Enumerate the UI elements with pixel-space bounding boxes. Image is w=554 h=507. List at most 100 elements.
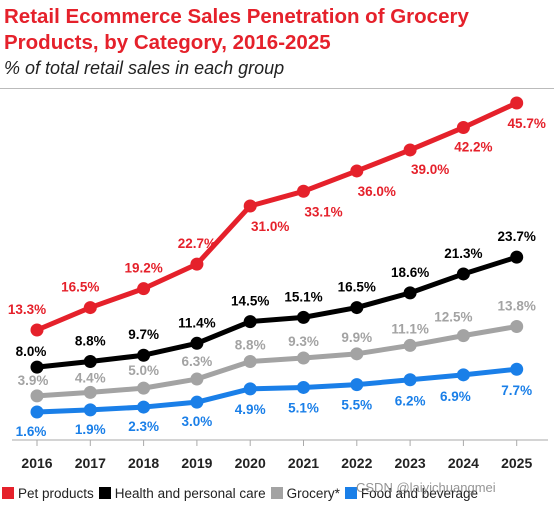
legend-swatch bbox=[270, 487, 283, 499]
data-label: 16.5% bbox=[338, 280, 376, 295]
data-label: 6.2% bbox=[395, 394, 426, 409]
data-label: 9.9% bbox=[341, 330, 372, 345]
data-point bbox=[297, 310, 310, 324]
data-point bbox=[350, 378, 364, 392]
data-label: 15.1% bbox=[284, 289, 322, 304]
data-label: 9.3% bbox=[288, 334, 319, 349]
data-point bbox=[297, 380, 310, 394]
data-point bbox=[30, 323, 44, 337]
data-label: 21.3% bbox=[444, 246, 482, 261]
data-point bbox=[190, 336, 204, 350]
chart-title: Retail Ecommerce Sales Penetration of Gr… bbox=[4, 5, 469, 54]
data-label: 6.9% bbox=[440, 389, 471, 404]
data-label: 4.9% bbox=[235, 402, 266, 417]
data-label: 13.8% bbox=[498, 298, 536, 313]
data-point bbox=[83, 385, 97, 399]
title-divider bbox=[0, 88, 554, 89]
legend-label: Food and beverage bbox=[360, 485, 479, 501]
data-point bbox=[30, 405, 44, 419]
data-point bbox=[83, 355, 97, 369]
legend-label: Health and personal care bbox=[114, 485, 266, 501]
data-label: 1.6% bbox=[16, 424, 47, 439]
data-label: 11.1% bbox=[391, 321, 429, 336]
data-point bbox=[30, 389, 44, 403]
data-point bbox=[243, 382, 257, 396]
data-label: 31.0% bbox=[251, 219, 289, 234]
data-label: 13.3% bbox=[8, 302, 46, 317]
x-tick-labels: 2016 2017 2018 2019 2020 2021 2022 2023 2024 2025 bbox=[21, 455, 532, 471]
legend-swatch bbox=[344, 487, 357, 499]
legend: Pet products Health and personal care Gr… bbox=[2, 483, 554, 503]
data-point bbox=[510, 362, 524, 376]
line-chart: 13.3% 16.5% 19.2% 22.7% 31.0% 33.1% 36.0% 39.0%… bbox=[8, 96, 548, 471]
data-point bbox=[243, 199, 257, 213]
data-point bbox=[456, 368, 470, 382]
data-label: 39.0% bbox=[411, 162, 449, 177]
x-tick-label: 2025 bbox=[501, 455, 532, 471]
data-label: 33.1% bbox=[304, 204, 342, 219]
data-label: 8.8% bbox=[75, 334, 106, 349]
data-point bbox=[137, 282, 151, 296]
data-label: 19.2% bbox=[124, 261, 162, 276]
data-point bbox=[297, 351, 310, 365]
data-label: 3.9% bbox=[18, 373, 49, 388]
data-label: 16.5% bbox=[61, 280, 99, 295]
legend-swatch bbox=[2, 487, 14, 499]
data-label: 7.7% bbox=[501, 383, 532, 398]
data-point bbox=[137, 348, 151, 362]
data-point bbox=[403, 338, 417, 352]
series-line-0 bbox=[34, 100, 520, 333]
x-axis-ticks bbox=[36, 440, 518, 446]
data-label: 45.7% bbox=[508, 116, 546, 131]
data-point bbox=[137, 381, 151, 395]
x-tick-label: 2023 bbox=[395, 455, 426, 471]
data-point bbox=[350, 301, 364, 315]
data-label: 5.5% bbox=[341, 398, 372, 413]
x-tick-label: 2024 bbox=[448, 455, 479, 471]
data-point bbox=[190, 257, 204, 271]
data-label: 6.3% bbox=[182, 354, 213, 369]
x-tick-label: 2018 bbox=[128, 455, 159, 471]
data-point bbox=[510, 319, 524, 333]
data-label: 4.4% bbox=[75, 370, 106, 385]
data-point bbox=[190, 372, 204, 386]
series-line-1 bbox=[34, 254, 520, 370]
data-point bbox=[510, 250, 524, 264]
data-point bbox=[403, 373, 417, 387]
data-label: 18.6% bbox=[391, 265, 429, 280]
data-label: 3.0% bbox=[182, 414, 213, 429]
legend-label: Pet products bbox=[18, 485, 94, 501]
data-point bbox=[510, 96, 524, 110]
data-point bbox=[243, 315, 257, 329]
x-tick-label: 2021 bbox=[288, 455, 319, 471]
data-label: 5.0% bbox=[128, 363, 159, 378]
data-label: 11.4% bbox=[178, 315, 216, 330]
series-lines bbox=[34, 100, 520, 415]
data-labels: 13.3% 16.5% 19.2% 22.7% 31.0% 33.1% 36.0% 39.0%… bbox=[8, 116, 546, 439]
data-label: 9.7% bbox=[128, 327, 159, 342]
legend-label: Grocery* bbox=[286, 485, 340, 501]
data-point bbox=[456, 121, 470, 135]
x-tick-label: 2020 bbox=[235, 455, 266, 471]
data-label: 8.0% bbox=[16, 344, 47, 359]
data-label: 8.8% bbox=[235, 338, 266, 353]
data-point bbox=[456, 267, 470, 281]
legend-swatch bbox=[98, 487, 111, 499]
legend-item-pet-products: Pet products bbox=[2, 486, 94, 501]
x-tick-label: 2022 bbox=[341, 455, 372, 471]
data-point bbox=[350, 347, 364, 361]
data-point bbox=[350, 164, 364, 178]
data-label: 23.7% bbox=[498, 229, 536, 244]
x-tick-label: 2019 bbox=[181, 455, 212, 471]
legend-item-grocery: Grocery* bbox=[270, 485, 340, 501]
x-tick-label: 2016 bbox=[21, 455, 52, 471]
data-point bbox=[83, 403, 97, 417]
series-points bbox=[30, 96, 524, 419]
data-label: 12.5% bbox=[434, 310, 472, 325]
data-point bbox=[403, 143, 417, 157]
data-point bbox=[83, 301, 97, 315]
data-label: 22.7% bbox=[178, 236, 216, 251]
x-tick-label: 2017 bbox=[75, 455, 106, 471]
series-line-3 bbox=[34, 366, 520, 415]
data-point bbox=[403, 286, 417, 300]
